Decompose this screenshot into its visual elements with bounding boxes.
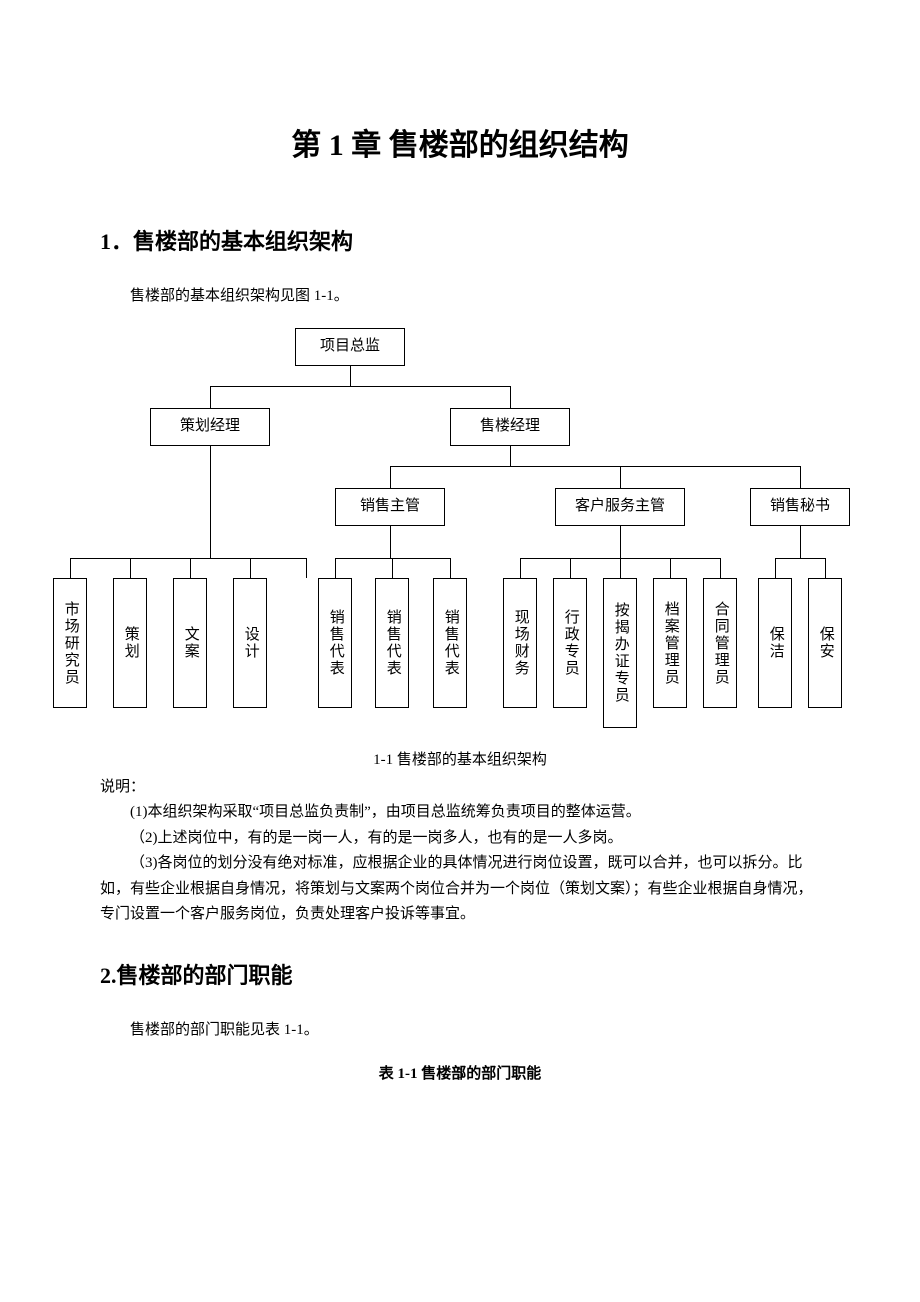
connector — [620, 466, 621, 488]
org-chart: 项目总监 策划经理 售楼经理 销售主管 客 — [100, 328, 920, 738]
node-label: 项目总监 — [320, 337, 380, 357]
connector — [306, 558, 307, 578]
node-label: 销售秘书 — [770, 497, 830, 517]
connector — [775, 558, 826, 559]
connector — [350, 366, 351, 386]
connector — [70, 558, 306, 559]
connector — [390, 466, 391, 488]
figure-caption: 1-1 售楼部的基本组织架构 — [100, 748, 820, 769]
node-label: 售楼经理 — [480, 417, 540, 437]
node-label: 行政专员 — [560, 609, 580, 677]
node-label: 销售主管 — [360, 497, 420, 517]
connector — [510, 386, 511, 408]
node-label: 销售代表 — [382, 609, 402, 677]
connector — [510, 446, 511, 466]
node-label: 保洁 — [765, 626, 785, 660]
node-label: 文案 — [180, 626, 200, 660]
node-label: 合同管理员 — [710, 601, 730, 686]
section-1-heading: 1．售楼部的基本组织架构 — [100, 224, 820, 256]
node-label: 销售代表 — [440, 609, 460, 677]
document-page: 第 1 章 售楼部的组织结构 1．售楼部的基本组织架构 售楼部的基本组织架构见图… — [0, 0, 920, 1123]
node-sales-supervisor: 销售主管 — [335, 488, 445, 526]
node-label: 策划 — [120, 626, 140, 660]
leaf-planner: 策划 — [113, 578, 147, 708]
node-sales-manager: 售楼经理 — [450, 408, 570, 446]
connector — [800, 466, 801, 488]
connector — [210, 386, 510, 387]
connector — [390, 466, 800, 467]
node-label: 现场财务 — [510, 609, 530, 677]
connector — [210, 386, 211, 408]
explanation-label: 说明： — [100, 775, 820, 796]
leaf-mortgage: 按揭办证专员 — [603, 578, 637, 728]
section-2-heading: 2.售楼部的部门职能 — [100, 958, 820, 990]
node-label: 设计 — [240, 626, 260, 660]
leaf-sales-rep-2: 销售代表 — [375, 578, 409, 708]
connector — [670, 558, 671, 578]
node-label: 客户服务主管 — [575, 497, 665, 517]
connector — [250, 558, 251, 578]
explanation-item-2: （2)上述岗位中，有的是一岗一人，有的是一岗多人，也有的是一人多岗。 — [100, 826, 820, 852]
connector — [620, 558, 621, 578]
chapter-title: 第 1 章 售楼部的组织结构 — [100, 120, 820, 164]
leaf-archive: 档案管理员 — [653, 578, 687, 708]
leaf-sales-rep-1: 销售代表 — [318, 578, 352, 708]
leaf-market-researcher: 市场研究员 — [53, 578, 87, 708]
connector — [390, 526, 391, 558]
connector — [570, 558, 571, 578]
node-planning-manager: 策划经理 — [150, 408, 270, 446]
explanation-item-3: （3)各岗位的划分没有绝对标准，应根据企业的具体情况进行岗位设置，既可以合并，也… — [100, 851, 820, 928]
connector — [825, 558, 826, 578]
leaf-admin: 行政专员 — [553, 578, 587, 708]
connector — [620, 526, 621, 558]
node-label: 销售代表 — [325, 609, 345, 677]
leaf-contract: 合同管理员 — [703, 578, 737, 708]
node-label: 市场研究员 — [60, 601, 80, 686]
connector — [450, 558, 451, 578]
connector — [190, 558, 191, 578]
node-label: 档案管理员 — [660, 601, 680, 686]
connector — [800, 526, 801, 558]
leaf-onsite-finance: 现场财务 — [503, 578, 537, 708]
leaf-copywriter: 文案 — [173, 578, 207, 708]
section-2-intro: 售楼部的部门职能见表 1-1。 — [100, 1018, 820, 1042]
connector — [775, 558, 776, 578]
connector — [210, 446, 211, 558]
leaf-cleaner: 保洁 — [758, 578, 792, 708]
leaf-sales-rep-3: 销售代表 — [433, 578, 467, 708]
connector — [520, 558, 521, 578]
node-label: 保安 — [815, 626, 835, 660]
node-label: 策划经理 — [180, 417, 240, 437]
page-number: 5 — [0, 1066, 920, 1083]
node-service-supervisor: 客户服务主管 — [555, 488, 685, 526]
connector — [335, 558, 336, 578]
node-sales-secretary: 销售秘书 — [750, 488, 850, 526]
connector — [720, 558, 721, 578]
node-label: 按揭办证专员 — [610, 602, 630, 704]
connector — [130, 558, 131, 578]
connector — [392, 558, 393, 578]
connector — [70, 558, 71, 578]
leaf-security: 保安 — [808, 578, 842, 708]
explanation-item-1: (1)本组织架构采取“项目总监负责制”，由项目总监统筹负责项目的整体运营。 — [100, 800, 820, 826]
leaf-designer: 设计 — [233, 578, 267, 708]
section-1-intro: 售楼部的基本组织架构见图 1-1。 — [100, 284, 820, 308]
node-project-director: 项目总监 — [295, 328, 405, 366]
